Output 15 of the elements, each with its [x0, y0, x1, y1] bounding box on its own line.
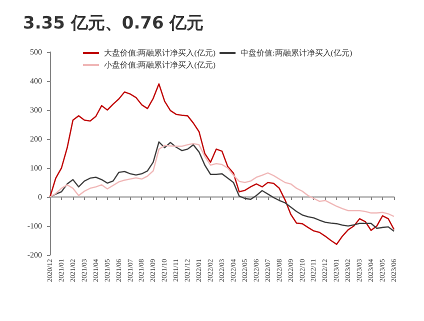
- y-tick-label: 400: [30, 76, 42, 86]
- legend-label: 大盘价值:两融累计净买入(亿元): [104, 48, 216, 58]
- line-series: [49, 83, 395, 245]
- y-tick-label: 0: [38, 192, 42, 202]
- y-tick-label: -200: [27, 250, 42, 260]
- legend-label: 小盘价值:两融累计净买入(亿元): [104, 60, 216, 70]
- y-tick-label: 300: [30, 106, 42, 114]
- y-tick-label: -100: [27, 222, 42, 230]
- y-tick-label: 200: [30, 134, 42, 144]
- line-series: [49, 141, 395, 232]
- line-series: [49, 142, 395, 218]
- legend-label: 中盘价值:两融累计净买入(亿元): [240, 48, 352, 58]
- y-tick-label: 500: [30, 48, 42, 56]
- y-tick-label: 100: [30, 164, 42, 172]
- chart-title: 3.35 亿元、0.76 亿元: [23, 14, 204, 34]
